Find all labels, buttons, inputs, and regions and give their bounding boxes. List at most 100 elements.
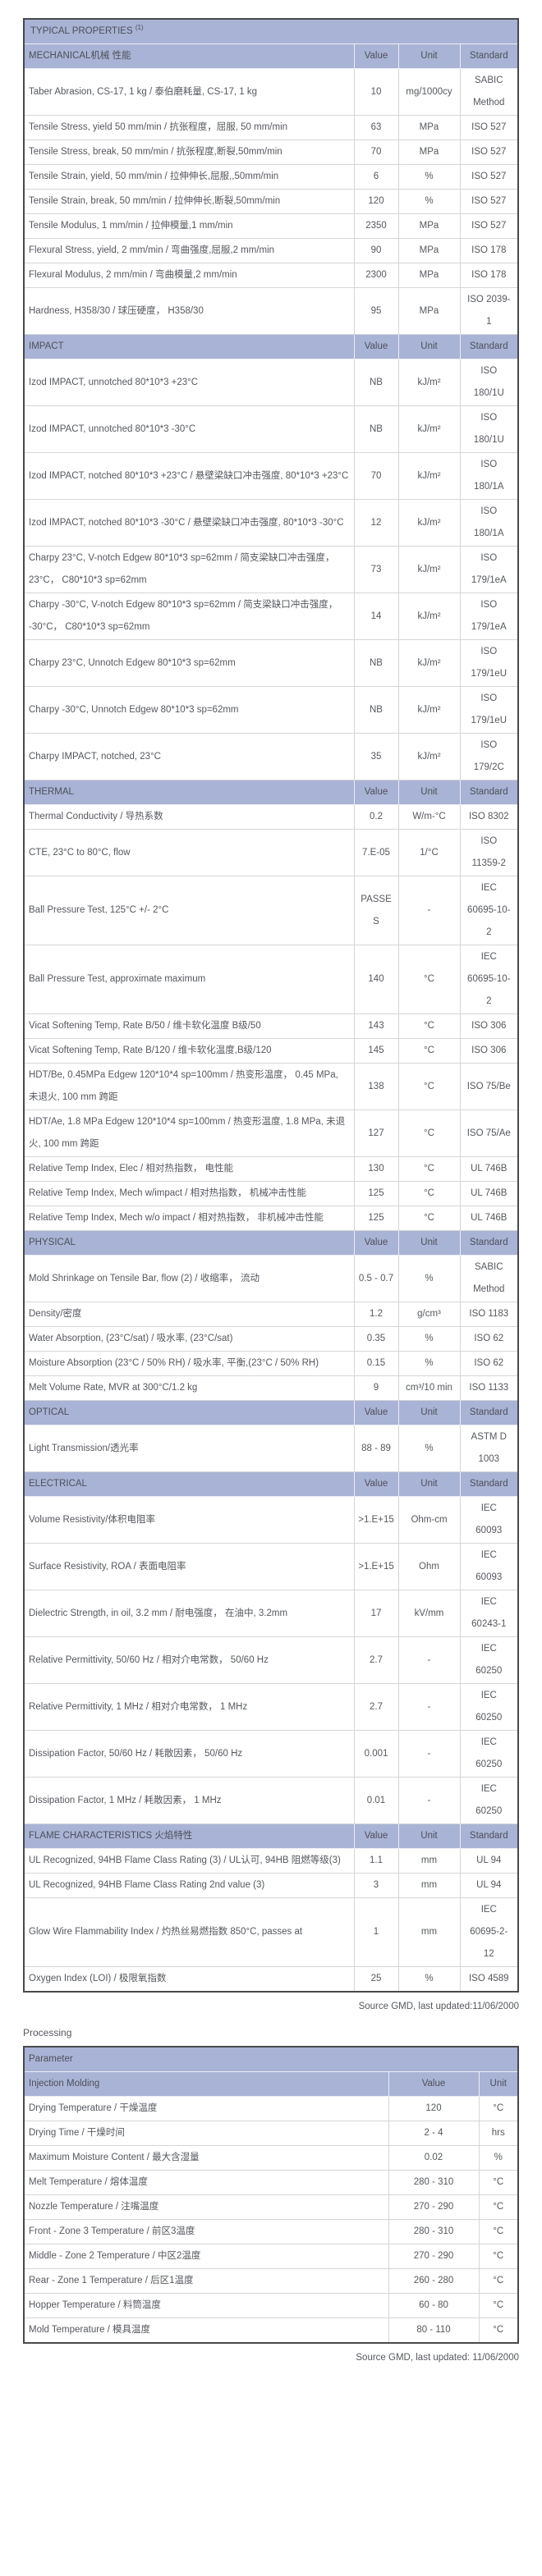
value-cell: 127: [353, 1110, 399, 1157]
unit-cell: °C: [478, 2194, 519, 2220]
standard-cell: IEC 60250: [459, 1777, 519, 1824]
property-cell: Charpy -30°C, Unnotch Edgew 80*10*3 sp=6…: [23, 686, 355, 734]
processing-source-note: Source GMD, last updated: 11/06/2000: [356, 2353, 519, 2363]
value-cell: 35: [353, 733, 399, 780]
property-cell: Glow Wire Flammability Index / 灼热丝易燃指数 8…: [23, 1897, 355, 1967]
standard-cell: SABIC Method: [459, 68, 519, 116]
section-header-label: ELECTRICAL: [23, 1471, 355, 1497]
property-cell: Relative Permittivity, 50/60 Hz / 相对介电常数…: [23, 1636, 355, 1684]
unit-cell: -: [397, 1636, 461, 1684]
section-header-label: MECHANICAL机械 性能: [23, 43, 355, 69]
property-cell: Mold Shrinkage on Tensile Bar, flow (2) …: [23, 1255, 355, 1302]
property-row: Volume Resistivity/体积电阻率 >1.E+15 Ohm-cm IEC…: [23, 1496, 519, 1544]
property-row: Izod IMPACT, unnotched 80*10*3 -30°C NB kJ…: [23, 405, 519, 453]
unit-cell: °C: [397, 1206, 461, 1231]
value-cell: 1: [353, 1897, 399, 1967]
value-cell: 2.7: [353, 1683, 399, 1731]
unit-cell: °C: [397, 1156, 461, 1182]
value-cell: 70: [353, 452, 399, 500]
value-cell: 0.35: [353, 1326, 399, 1352]
unit-cell: °C: [397, 1013, 461, 1039]
value-cell: 270 - 290: [388, 2194, 480, 2220]
unit-cell: Ohm-cm: [397, 1496, 461, 1544]
unit-cell: MPa: [397, 140, 461, 165]
parameter-cell: Drying Temperature / 干燥温度: [23, 2096, 389, 2121]
property-row: Tensile Stress, yield 50 mm/min / 抗张程度，屈…: [23, 115, 519, 140]
property-row: Moisture Absorption (23°C / 50% RH) / 吸水…: [23, 1351, 519, 1376]
value-cell: 0.001: [353, 1730, 399, 1778]
property-row: CTE, 23°C to 80°C, flow 7.E-05 1/°C ISO 113…: [23, 829, 519, 876]
parameter-cell: Mold Temperature / 模具温度: [23, 2317, 389, 2344]
column-header-standard: Standard: [459, 1230, 519, 1256]
property-cell: Ball Pressure Test, approximate maximum: [23, 945, 355, 1014]
standard-cell: IEC 60093: [459, 1543, 519, 1590]
value-cell: 25: [353, 1966, 399, 1993]
unit-cell: MPa: [397, 287, 461, 335]
value-cell: 0.5 - 0.7: [353, 1255, 399, 1302]
standard-cell: IEC 60695-2-12: [459, 1897, 519, 1967]
value-cell: 1.1: [353, 1848, 399, 1874]
column-header-value: Value: [388, 2071, 480, 2097]
property-cell: Charpy -30°C, V-notch Edgew 80*10*3 sp=6…: [23, 593, 355, 640]
unit-cell: %: [478, 2145, 519, 2171]
property-cell: Flexural Modulus, 2 mm/min / 弯曲模量,2 mm/m…: [23, 263, 355, 288]
property-row: Relative Permittivity, 50/60 Hz / 相对介电常数…: [23, 1636, 519, 1684]
property-cell: Charpy 23°C, V-notch Edgew 80*10*3 sp=62…: [23, 546, 355, 593]
parameter-cell: Hopper Temperature / 料筒温度: [23, 2293, 389, 2318]
unit-cell: °C: [397, 1063, 461, 1110]
property-cell: Izod IMPACT, notched 80*10*3 -30°C / 悬壁梁…: [23, 499, 355, 547]
unit-cell: -: [397, 1730, 461, 1778]
value-cell: 10: [353, 68, 399, 116]
value-cell: 125: [353, 1206, 399, 1231]
property-cell: Ball Pressure Test, 125°C +/- 2°C: [23, 876, 355, 945]
value-cell: 3: [353, 1873, 399, 1898]
property-row: Vicat Softening Temp, Rate B/50 / 维卡软化温度…: [23, 1013, 519, 1039]
property-row: Tensile Strain, break, 50 mm/min / 拉伸伸长,…: [23, 189, 519, 214]
unit-cell: -: [397, 876, 461, 945]
value-cell: 88 - 89: [353, 1425, 399, 1472]
unit-cell: %: [397, 1351, 461, 1376]
property-row: Izod IMPACT, unnotched 80*10*3 +23°C NB kJ…: [23, 359, 519, 406]
property-cell: Hardness, H358/30 / 球压硬度， H358/30: [23, 287, 355, 335]
unit-cell: °C: [478, 2293, 519, 2318]
parameter-header-row: Parameter: [23, 2046, 519, 2072]
standard-cell: ASTM D 1003: [459, 1425, 519, 1472]
column-header-value: Value: [353, 1400, 399, 1425]
property-row: HDT/Ae, 1.8 MPa Edgew 120*10*4 sp=100mm …: [23, 1110, 519, 1157]
value-cell: 280 - 310: [388, 2219, 480, 2244]
standard-cell: IEC 60695-10-2: [459, 945, 519, 1014]
property-cell: Taber Abrasion, CS-17, 1 kg / 泰伯磨耗量, CS-…: [23, 68, 355, 116]
value-cell: 63: [353, 115, 399, 140]
property-cell: Density/密度: [23, 1302, 355, 1327]
unit-cell: %: [397, 1966, 461, 1993]
parameter-row: Front - Zone 3 Temperature / 前区3温度 280 - …: [23, 2219, 519, 2244]
parameter-row: Mold Temperature / 模具温度 80 - 110 °C: [23, 2317, 519, 2344]
standard-cell: UL 94: [459, 1873, 519, 1898]
section-header-row-mechanical: MECHANICAL机械 性能 Value Unit Standard: [23, 43, 519, 69]
unit-cell: mm: [397, 1848, 461, 1874]
unit-cell: W/m-°C: [397, 804, 461, 830]
column-header-unit: Unit: [478, 2071, 519, 2097]
section-header-row-electrical: ELECTRICAL Value Unit Standard: [23, 1471, 519, 1497]
unit-cell: kV/mm: [397, 1590, 461, 1637]
title-footnote-ref: (1): [135, 24, 144, 32]
section-header-label: PHYSICAL: [23, 1230, 355, 1256]
property-row: Hardness, H358/30 / 球压硬度， H358/30 95 MPa IS…: [23, 287, 519, 335]
column-header-unit: Unit: [397, 43, 461, 69]
value-cell: 73: [353, 546, 399, 593]
property-cell: Melt Volume Rate, MVR at 300°C/1.2 kg: [23, 1375, 355, 1401]
unit-cell: kJ/m²: [397, 405, 461, 453]
unit-cell: mm: [397, 1897, 461, 1967]
column-header-standard: Standard: [459, 1400, 519, 1425]
unit-cell: mm: [397, 1873, 461, 1898]
unit-cell: MPa: [397, 263, 461, 288]
property-row: Taber Abrasion, CS-17, 1 kg / 泰伯磨耗量, CS-…: [23, 68, 519, 116]
value-cell: 260 - 280: [388, 2268, 480, 2294]
value-cell: 80 - 110: [388, 2317, 480, 2344]
injection-molding-header-row: Injection Molding Value Unit: [23, 2071, 519, 2097]
unit-cell: kJ/m²: [397, 686, 461, 734]
unit-cell: kJ/m²: [397, 733, 461, 780]
unit-cell: -: [397, 1777, 461, 1824]
property-cell: Dissipation Factor, 50/60 Hz / 耗散因素， 50/…: [23, 1730, 355, 1778]
unit-cell: °C: [478, 2244, 519, 2269]
